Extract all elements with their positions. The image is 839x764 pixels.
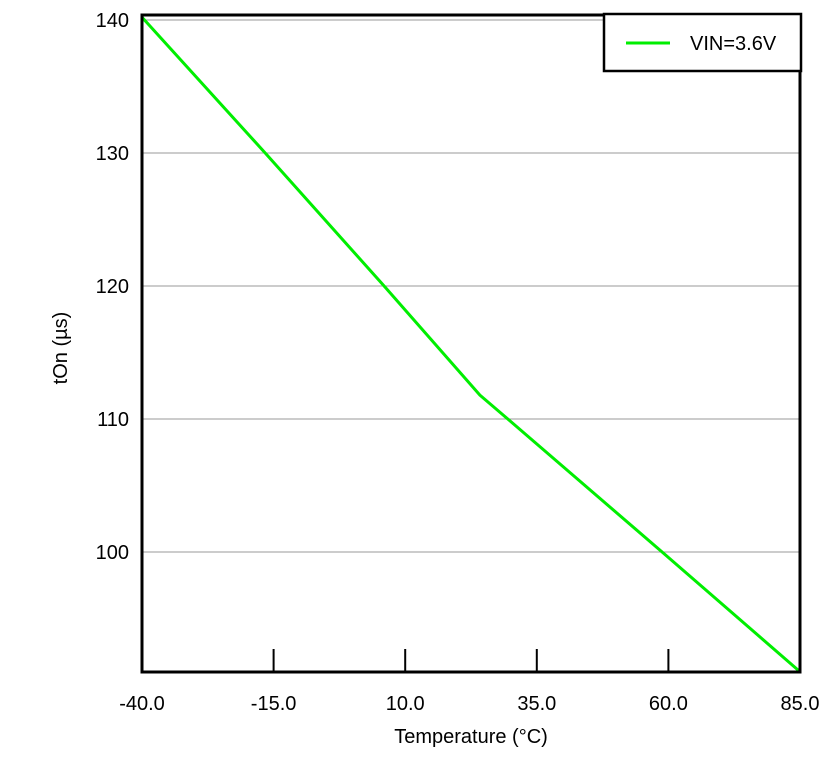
horizontal-gridlines: [142, 19, 800, 553]
y-axis-ticks: 100 110 120 130 140: [96, 10, 129, 564]
y-axis-title: tOn (µs): [50, 312, 72, 385]
x-tick-label: 10.0: [386, 693, 425, 715]
x-tick-label: 85.0: [781, 693, 820, 715]
x-tick-label: -15.0: [251, 693, 297, 715]
x-axis-ticks: -40.0 -15.0 10.0 35.0 60.0 85.0: [119, 649, 819, 715]
y-tick-label: 140: [96, 10, 129, 32]
y-tick-label: 130: [96, 143, 129, 165]
y-tick-label: 120: [96, 276, 129, 298]
x-tick-label: -40.0: [119, 693, 165, 715]
x-tick-label: 35.0: [517, 693, 556, 715]
plot-frame: [140, 13, 802, 674]
legend-entry-label: VIN=3.6V: [690, 33, 777, 55]
x-tick-label: 60.0: [649, 693, 688, 715]
series-line: [140, 16, 801, 673]
y-tick-label: 100: [96, 542, 129, 564]
x-axis-title: Temperature (°C): [394, 726, 548, 748]
y-tick-label: 110: [97, 409, 129, 431]
legend: VIN=3.6V: [602, 12, 803, 73]
series-lines: [140, 16, 801, 673]
axes: [140, 13, 802, 674]
